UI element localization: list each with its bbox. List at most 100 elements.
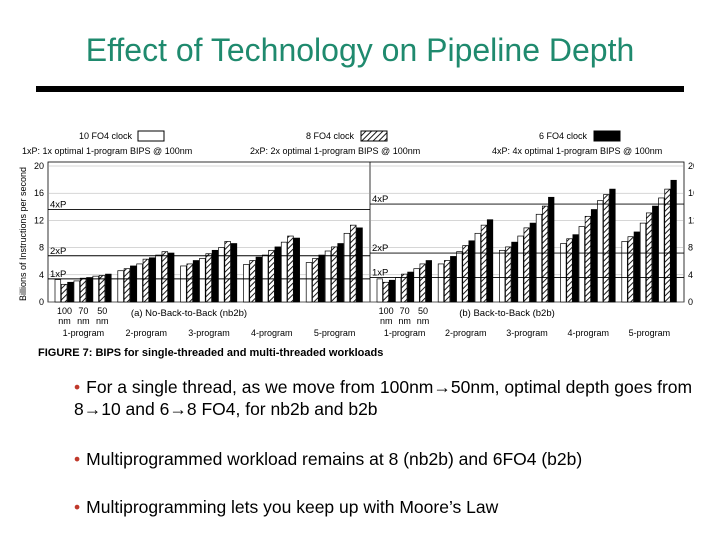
bullet-text: Multiprogramming lets you keep up with M…: [86, 497, 499, 517]
bar: [499, 249, 506, 303]
bullet-text: Multiprogrammed workload remains at 8 (n…: [86, 449, 583, 469]
bar: [305, 262, 313, 303]
bar: [627, 236, 634, 303]
bar: [584, 215, 592, 303]
bar: [350, 224, 357, 303]
y-tick-label-right: 12: [688, 215, 694, 225]
bar: [572, 234, 579, 303]
bar: [54, 279, 62, 303]
bullet-dot: •: [74, 449, 81, 469]
bar: [211, 249, 219, 303]
bar: [142, 258, 150, 303]
bar: [249, 260, 256, 303]
bar: [268, 249, 275, 303]
reference-line-label: 4xP: [50, 200, 66, 211]
legend-label: 10 FO4 clock: [79, 131, 133, 141]
legend-description: 1xP: 1x optimal 1-program BIPS @ 100nm: [22, 146, 192, 156]
bar: [331, 246, 338, 303]
bar: [130, 265, 137, 303]
group-label: 2-program: [445, 328, 487, 338]
legend-description: 2xP: 2x optimal 1-program BIPS @ 100nm: [250, 146, 420, 156]
bar: [633, 231, 640, 303]
bar: [560, 243, 567, 303]
bar: [192, 260, 200, 303]
bar: [224, 241, 231, 303]
panel-label: (b) Back-to-Back (b2b): [459, 308, 555, 319]
y-tick-label-left: 0: [39, 297, 44, 307]
bar: [511, 241, 518, 303]
group-label: 5-program: [629, 328, 671, 338]
bar: [199, 258, 206, 303]
bar: [645, 212, 653, 303]
bar: [480, 224, 488, 303]
legend-description: 4xP: 4x optimal 1-program BIPS @ 100nm: [492, 146, 662, 156]
bar: [486, 219, 494, 303]
bar: [468, 240, 475, 303]
bar: [505, 246, 512, 303]
bar: [243, 264, 250, 303]
group-label: 5-program: [314, 328, 356, 338]
bar: [98, 275, 106, 303]
bar: [230, 243, 238, 303]
bar: [456, 251, 463, 303]
bar: [664, 188, 671, 303]
reference-line-label: 1xP: [372, 268, 388, 279]
bar: [79, 277, 87, 303]
chart-legend: 10 FO4 clock 1xP: 1x optimal 1-program BI…: [22, 130, 662, 156]
process-node-label: 100: [379, 306, 394, 316]
legend-label: 6 FO4 clock: [539, 131, 588, 141]
y-tick-label-left: 12: [34, 215, 44, 225]
bar: [443, 260, 451, 303]
y-tick-label-right: 16: [688, 188, 694, 198]
reference-line-label: 1xP: [50, 269, 66, 280]
bar: [167, 252, 175, 303]
bar: [658, 197, 665, 303]
bar: [529, 222, 536, 303]
bar: [566, 238, 573, 303]
bar: [462, 245, 469, 303]
bar: [136, 263, 143, 303]
bar: [274, 246, 282, 303]
bar: [287, 235, 294, 303]
legend-swatch: [593, 130, 621, 142]
bar: [356, 227, 363, 303]
group-label: 3-program: [506, 328, 548, 338]
bar: [590, 209, 598, 303]
y-tick-label-left: 4: [39, 270, 44, 280]
bar: [474, 232, 481, 303]
process-node-label: 50: [418, 306, 428, 316]
bar: [603, 194, 610, 303]
bar: [401, 273, 408, 303]
group-label: 3-program: [188, 328, 230, 338]
chart-axes: 0 0 4 4 8 8 12 12 16 16 20 20: [34, 161, 694, 307]
bullet-dot: •: [74, 497, 81, 517]
bar: [324, 250, 332, 303]
bar: [597, 200, 604, 303]
bar: [205, 253, 212, 303]
bar: [180, 265, 187, 303]
bar: [161, 251, 169, 303]
bar: [407, 271, 414, 303]
panel-label: (a) No-Back-to-Back (nb2b): [131, 308, 247, 319]
bar: [523, 227, 530, 303]
y-tick-label-left: 20: [34, 161, 44, 171]
process-node-label: 70: [78, 306, 88, 316]
y-tick-label-left: 8: [39, 243, 44, 253]
process-node-unit: nm: [96, 316, 109, 326]
bar: [413, 268, 420, 303]
reference-line-label: 2xP: [50, 246, 66, 257]
bar: [517, 235, 524, 303]
bar: [255, 256, 263, 303]
process-node-unit: nm: [417, 316, 430, 326]
legend-swatch: [137, 130, 165, 142]
bar: [86, 277, 93, 303]
bar: [621, 241, 628, 303]
bullet-item: • Multiprogramming lets you keep up with …: [74, 496, 694, 518]
y-axis-label: Billions of Instructions per second: [18, 167, 28, 301]
bar: [149, 257, 156, 303]
process-node-unit: nm: [380, 316, 393, 326]
bar: [652, 205, 659, 303]
bar: [425, 260, 432, 303]
bips-figure: 10 FO4 clock 1xP: 1x optimal 1-program BI…: [18, 130, 694, 359]
